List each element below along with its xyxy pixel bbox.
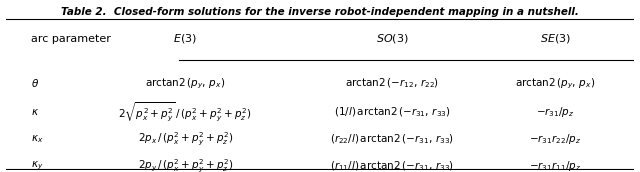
Text: $-r_{31}/p_z$: $-r_{31}/p_z$ [536, 105, 575, 119]
Text: $-r_{31}r_{22}/p_z$: $-r_{31}r_{22}/p_z$ [529, 132, 581, 146]
Text: $\theta$: $\theta$ [31, 77, 40, 89]
Text: $\mathrm{arctan2}\,(-r_{12},\, r_{22})$: $\mathrm{arctan2}\,(-r_{12},\, r_{22})$ [345, 77, 439, 90]
Text: arc parameter: arc parameter [31, 34, 111, 44]
Text: $-r_{31}r_{11}/p_z$: $-r_{31}r_{11}/p_z$ [529, 159, 581, 172]
Text: $(r_{22}/l)\,\mathrm{arctan2}\,(-r_{31},\, r_{33})$: $(r_{22}/l)\,\mathrm{arctan2}\,(-r_{31},… [330, 132, 454, 146]
Text: $2p_y\,/\,(p_x^2+p_y^2+p_z^2)$: $2p_y\,/\,(p_x^2+p_y^2+p_z^2)$ [138, 157, 233, 172]
Text: $(1/l)\,\mathrm{arctan2}\,(-r_{31},\, r_{33})$: $(1/l)\,\mathrm{arctan2}\,(-r_{31},\, r_… [333, 105, 451, 119]
Text: $2p_x\,/\,(p_x^2+p_y^2+p_z^2)$: $2p_x\,/\,(p_x^2+p_y^2+p_z^2)$ [138, 130, 233, 148]
Text: $\mathrm{arctan2}\,(p_y,\, p_x)$: $\mathrm{arctan2}\,(p_y,\, p_x)$ [515, 76, 595, 91]
Text: $\mathrm{arctan2}\,(p_y,\, p_x)$: $\mathrm{arctan2}\,(p_y,\, p_x)$ [145, 76, 225, 91]
Text: $\kappa_x$: $\kappa_x$ [31, 133, 44, 145]
Text: $(r_{11}/l)\,\mathrm{arctan2}\,(-r_{31},\, r_{33})$: $(r_{11}/l)\,\mathrm{arctan2}\,(-r_{31},… [330, 159, 454, 172]
Text: $\kappa$: $\kappa$ [31, 107, 40, 117]
Text: $E(3)$: $E(3)$ [173, 32, 197, 45]
Text: $SE(3)$: $SE(3)$ [540, 32, 571, 45]
Text: $SO(3)$: $SO(3)$ [376, 32, 408, 45]
Text: Table 2.  Closed-form solutions for the inverse robot-independent mapping in a n: Table 2. Closed-form solutions for the i… [61, 7, 579, 17]
Text: $2\sqrt{p_x^2+p_y^2}\,/\,(p_x^2+p_y^2+p_z^2)$: $2\sqrt{p_x^2+p_y^2}\,/\,(p_x^2+p_y^2+p_… [118, 100, 252, 124]
Text: $\kappa_y$: $\kappa_y$ [31, 160, 44, 172]
